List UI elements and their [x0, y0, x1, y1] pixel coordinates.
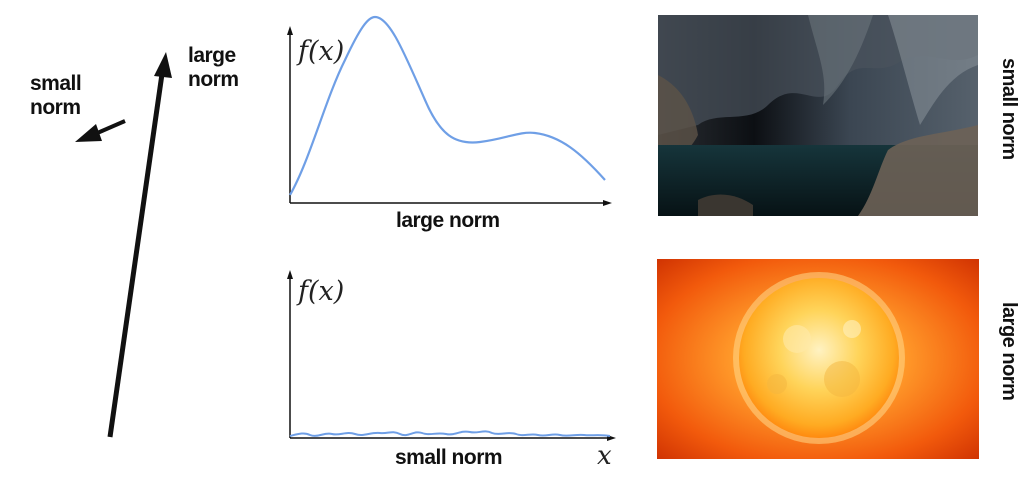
top-image-caption: small norm — [998, 58, 1020, 160]
bottom-plot-caption: small norm — [395, 446, 503, 469]
top-plot-curve — [289, 15, 606, 196]
bottom-plot-x-label: x — [597, 441, 612, 471]
cave-illustration — [658, 15, 978, 216]
bottom-plot-curve — [289, 430, 611, 437]
bottom-plot — [287, 270, 616, 441]
bottom-plot-y-label: f(x) — [298, 276, 345, 307]
large-vector-head — [154, 52, 172, 78]
large-vector-shaft — [107, 73, 165, 438]
top-plot — [287, 15, 612, 206]
large-vector-label: large norm — [188, 44, 239, 91]
top-plot-y-axis-arrow — [287, 26, 293, 35]
bottom-plot-y-axis-arrow — [287, 270, 293, 279]
top-plot-y-label: f(x) — [298, 36, 345, 67]
small-vector-shaft — [94, 119, 126, 136]
sun-illustration — [657, 259, 979, 459]
vector-arrows — [75, 52, 172, 438]
dark-cave-photo — [658, 15, 978, 216]
top-plot-caption: large norm — [396, 209, 500, 232]
bottom-image-caption: large norm — [998, 302, 1020, 401]
bright-sun-photo — [657, 259, 979, 459]
small-vector-label: small norm — [30, 72, 82, 119]
small-vector-head — [75, 124, 102, 142]
top-plot-x-axis-arrow — [603, 200, 612, 206]
